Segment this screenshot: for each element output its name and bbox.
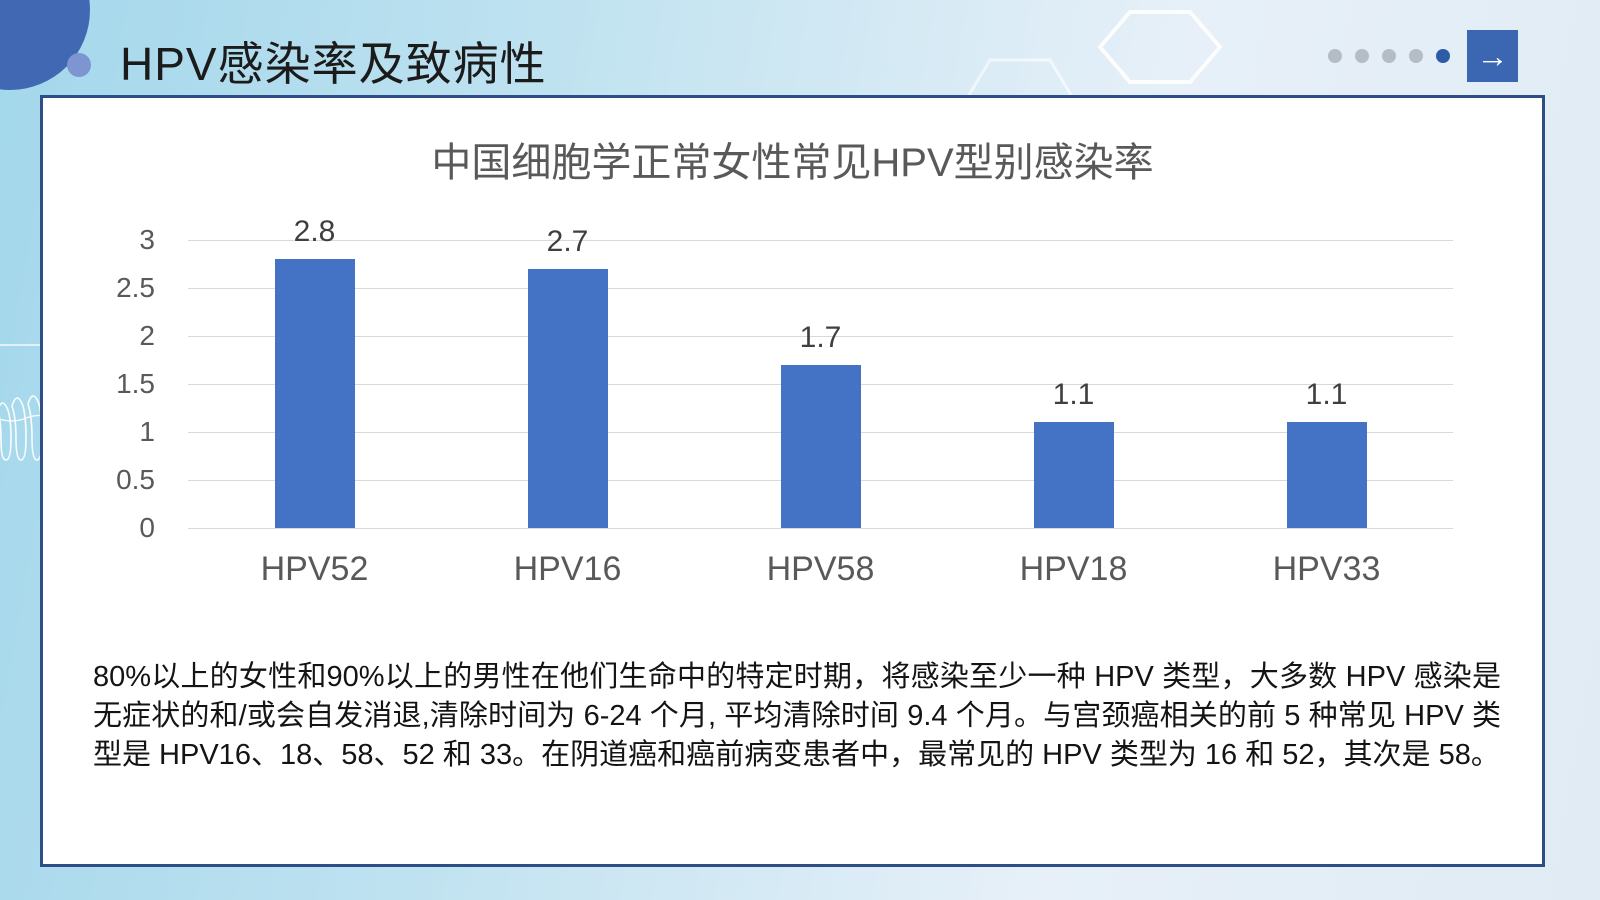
bar-HPV52 (274, 259, 355, 528)
pagination-dot-5[interactable] (1436, 49, 1450, 63)
gridline (188, 336, 1453, 337)
hexagon-decoration (964, 10, 1223, 100)
data-label-HPV58: 1.7 (799, 320, 842, 354)
pagination-dots (1328, 49, 1450, 63)
y-tick-label: 2 (139, 320, 155, 351)
title-bullet-dot (67, 53, 91, 77)
gridline (188, 288, 1453, 289)
y-tick-label: 3 (139, 224, 155, 255)
bar-column-HPV33: 1.1 (1200, 240, 1453, 528)
data-label-HPV33: 1.1 (1305, 378, 1348, 412)
bar-HPV18 (1033, 422, 1114, 528)
x-tick-label-HPV18: HPV18 (1019, 550, 1128, 588)
next-slide-button[interactable]: → (1467, 30, 1518, 82)
y-tick-label: 1 (139, 416, 155, 447)
pagination-dot-2[interactable] (1355, 49, 1369, 63)
x-tick-label-HPV58: HPV58 (766, 550, 875, 588)
y-tick-label: 0 (139, 512, 155, 543)
y-tick-label: 0.5 (116, 464, 155, 495)
data-label-HPV18: 1.1 (1052, 378, 1095, 412)
chart-plot: 2.8 2.7 1.7 1.1 1.1 (188, 215, 1453, 529)
bar-column-HPV52: 2.8 (188, 215, 441, 528)
bar-column-HPV58: 1.7 (694, 240, 947, 528)
gridline (188, 528, 1453, 529)
bar-HPV16 (527, 268, 608, 528)
bar-HPV58 (780, 364, 861, 528)
y-tick-label: 2.5 (116, 272, 155, 303)
pagination-dot-1[interactable] (1328, 49, 1342, 63)
x-tick-label-HPV52: HPV52 (260, 550, 369, 588)
chart-title: 中国细胞学正常女性常见HPV型别感染率 (431, 141, 1154, 185)
data-label-HPV16: 2.7 (546, 224, 589, 258)
y-tick-label: 1.5 (116, 368, 155, 399)
body-paragraph: 80%以上的女性和90%以上的男性在他们生命中的特定时期，将感染至少一种 HPV… (93, 661, 1501, 771)
chart-y-axis: 0 0.5 1 1.5 2 2.5 3 (63, 224, 173, 543)
arrow-right-icon: → (1476, 38, 1509, 74)
pagination-dot-4[interactable] (1409, 49, 1423, 63)
chart-x-axis: HPV52 HPV16 HPV58 HPV18 HPV33 (188, 550, 1453, 596)
page-title: HPV感染率及致病性 (120, 38, 547, 90)
gridline (188, 240, 1453, 241)
x-tick-label-HPV33: HPV33 (1272, 550, 1381, 588)
data-label-HPV52: 2.8 (293, 215, 336, 249)
content-card: 中国细胞学正常女性常见HPV型别感染率 0 0.5 1 1.5 2 2.5 3 2.8 2.7… (40, 95, 1545, 867)
x-tick-label-HPV16: HPV16 (513, 550, 622, 588)
bar-HPV33 (1286, 422, 1367, 528)
bar-column-HPV16: 2.7 (441, 225, 694, 528)
bar-column-HPV18: 1.1 (947, 240, 1200, 528)
pagination-dot-3[interactable] (1382, 49, 1396, 63)
